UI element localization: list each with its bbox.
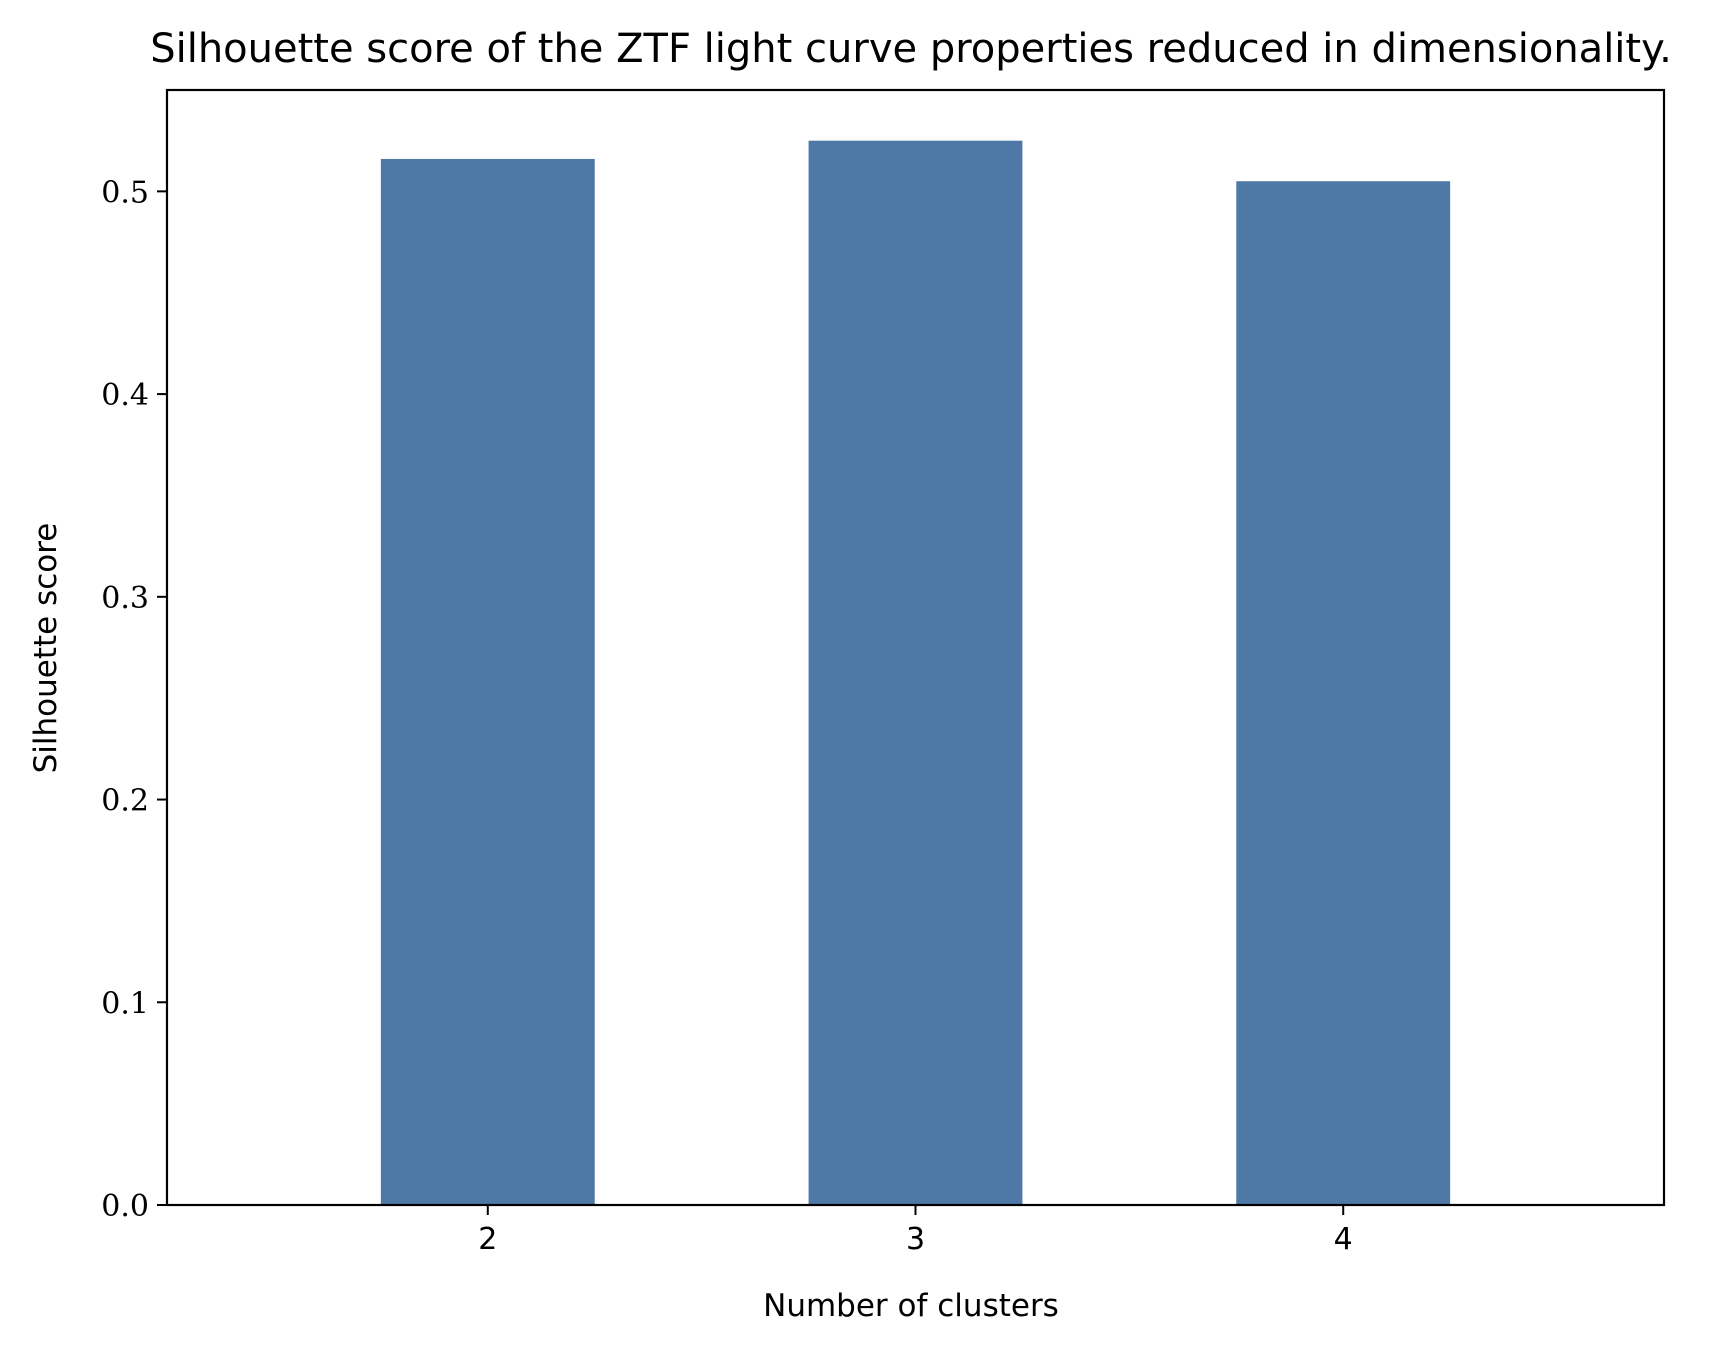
x-tick-label: 2 [478, 1222, 497, 1257]
y-tick-label: 0.0 [101, 1189, 149, 1224]
chart-title: Silhouette score of the ZTF light curve … [150, 26, 1672, 72]
x-tick-label: 4 [1334, 1222, 1353, 1257]
x-axis-label: Number of clusters [763, 1288, 1059, 1324]
x-axis: 2 3 4 [478, 1205, 1353, 1257]
bars-layer [380, 140, 1451, 1206]
y-tick-label: 0.1 [101, 986, 149, 1021]
y-tick-label: 0.2 [101, 784, 149, 819]
x-tick-label: 3 [906, 1222, 925, 1257]
y-axis: 0.0 0.1 0.2 0.3 0.4 0.5 [101, 175, 167, 1224]
bar-3 [808, 140, 1023, 1205]
y-axis-label: Silhouette score [28, 523, 64, 774]
y-tick-label: 0.4 [101, 378, 149, 413]
y-tick-label: 0.5 [101, 175, 149, 210]
y-tick-label: 0.3 [101, 581, 149, 616]
bar-2 [380, 158, 595, 1206]
bar-4 [1236, 181, 1451, 1205]
